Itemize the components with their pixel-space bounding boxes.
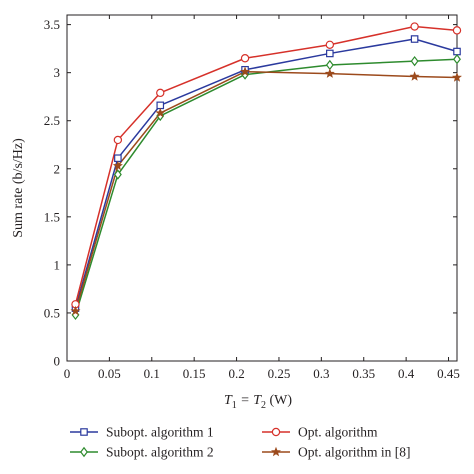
y-tick-label: 2 [54, 161, 61, 176]
data-point [452, 72, 462, 82]
legend: Subopt. algorithm 1 Opt. algorithm Subopt.… [70, 425, 410, 460]
data-point [324, 68, 335, 78]
legend-label: Subopt. algorithm 1 [106, 425, 214, 440]
series-line-4 [74, 70, 458, 312]
data-point [240, 66, 251, 76]
series-line-3 [74, 58, 458, 316]
legend-label: Opt. algorithm [298, 425, 378, 440]
data-point [410, 55, 419, 67]
x-axis-label-sub1: 1 [232, 400, 237, 411]
legend-label: Opt. algorithm in [8] [298, 445, 410, 460]
x-axis-label-mid: = T [237, 393, 262, 408]
x-tick-label: 0.2 [228, 366, 244, 381]
y-tick-label: 1 [54, 257, 61, 272]
y-tick-label: 1.5 [44, 209, 60, 224]
legend-item: Subopt. algorithm 2 [70, 445, 214, 460]
legend-item: Opt. algorithm in [8] [262, 445, 410, 460]
data-point [325, 59, 334, 71]
x-tick-label: 0 [64, 366, 71, 381]
y-tick-label: 3 [54, 65, 61, 80]
data-point [452, 26, 462, 35]
data-point [114, 154, 122, 163]
data-point [70, 305, 81, 316]
x-axis-label: T1 = T2 (W) [224, 393, 292, 411]
data-point [113, 135, 123, 145]
legend-marker [80, 446, 88, 458]
data-point [240, 54, 250, 63]
legend-marker [80, 428, 88, 436]
x-axis-ticks: 0 0.05 0.1 0.15 0.2 0.25 0.3 0.35 0.4 0.45 [64, 15, 460, 381]
data-point [453, 47, 461, 56]
data-point [156, 101, 165, 110]
data-point [156, 88, 165, 98]
data-point [410, 35, 419, 43]
x-axis-label-sub2: 2 [261, 400, 266, 411]
legend-marker [271, 446, 281, 457]
x-tick-label: 0.05 [98, 366, 121, 381]
data-point [155, 107, 166, 118]
data-point [112, 160, 123, 171]
x-tick-label: 0.15 [183, 366, 206, 381]
data-point [409, 71, 420, 81]
y-axis-label: Sum rate (b/s/Hz) [11, 138, 26, 238]
x-tick-label: 0.35 [352, 366, 375, 381]
legend-item: Opt. algorithm [262, 425, 378, 440]
x-tick-label: 0.45 [437, 366, 460, 381]
series-line-1 [74, 38, 458, 309]
data-point [325, 40, 335, 49]
data-point [410, 22, 419, 31]
plot-frame [66, 14, 458, 362]
x-axis-label-unit: (W) [266, 393, 292, 408]
legend-label: Subopt. algorithm 2 [106, 445, 214, 460]
y-tick-label: 0.5 [44, 305, 60, 320]
y-tick-label: 3.5 [44, 17, 60, 32]
x-tick-label: 0.4 [398, 366, 415, 381]
x-tick-label: 0.25 [268, 366, 291, 381]
y-tick-label: 2.5 [44, 113, 60, 128]
data-point [113, 169, 122, 180]
x-axis-label-base: T [224, 393, 233, 408]
x-tick-label: 0.1 [144, 366, 160, 381]
legend-item: Subopt. algorithm 1 [70, 425, 214, 440]
series-markers [70, 22, 462, 321]
series-line-2 [74, 25, 458, 305]
data-point [326, 49, 334, 58]
y-axis-ticks: 0 0.5 1 1.5 2 2.5 3 3.5 [44, 17, 457, 369]
series-lines [74, 25, 458, 316]
y-tick-label: 0 [54, 354, 61, 369]
data-point [453, 54, 461, 65]
x-tick-label: 0.3 [313, 366, 329, 381]
legend-marker [271, 427, 281, 437]
